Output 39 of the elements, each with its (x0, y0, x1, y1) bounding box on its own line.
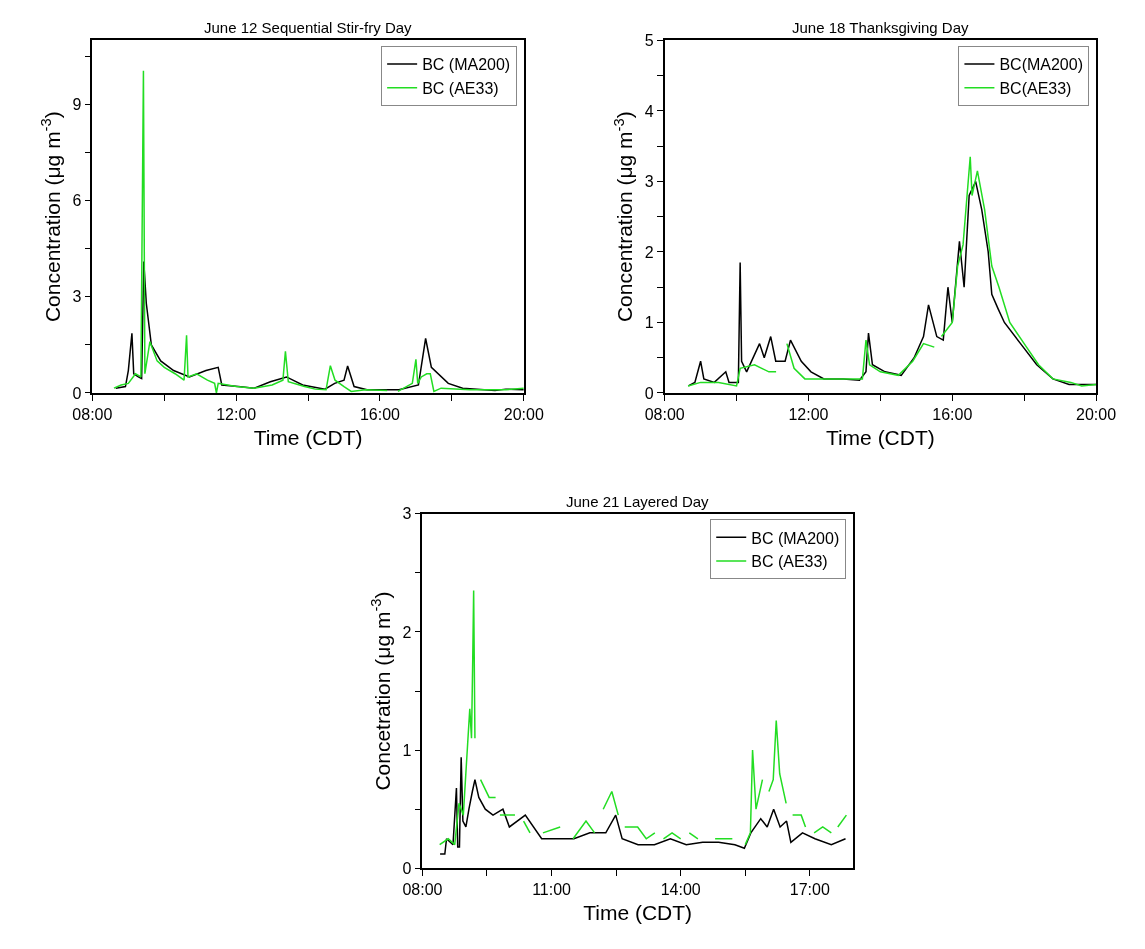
x-tick-label: 16:00 (932, 405, 973, 423)
chart-title: June 18 Thanksgiving Day (792, 19, 969, 36)
y-tick-label: 9 (72, 96, 82, 114)
x-tick-label: 17:00 (789, 881, 830, 899)
y-tick-label: 0 (644, 384, 654, 402)
x-tick-label: 08:00 (72, 405, 113, 423)
x-tick-label: 12:00 (216, 405, 257, 423)
legend-label: BC (MA200) (751, 529, 840, 547)
line-series (439, 756, 847, 855)
y-tick-label: 2 (402, 623, 412, 641)
legend-label: BC (MA200) (422, 56, 511, 74)
y-tick-label: 3 (72, 288, 82, 306)
y-tick-label: 0 (402, 859, 412, 877)
x-tick-label: 12:00 (788, 405, 829, 423)
x-tick-label: 20:00 (1076, 405, 1117, 423)
y-tick-label: 1 (402, 741, 412, 759)
chart-title: June 21 Layered Day (566, 493, 710, 510)
legend-label: BC (AE33) (751, 553, 828, 571)
legend-label: BC(AE33) (999, 79, 1072, 97)
x-tick-label: 16:00 (359, 405, 401, 423)
legend-label: BC(MA200) (999, 56, 1083, 74)
x-tick-label: 08:00 (402, 881, 443, 899)
x-axis-title: Time (CDT) (825, 425, 935, 449)
y-tick-label: 4 (644, 102, 654, 120)
y-tick-label: 3 (644, 173, 654, 191)
y-tick-label: 6 (72, 192, 82, 210)
y-tick-label: 0 (72, 384, 82, 402)
chart-title: June 12 Sequential Stir-fry Day (204, 19, 413, 36)
x-tick-label: 11:00 (532, 881, 572, 899)
x-axis-title: Time (CDT) (583, 900, 693, 924)
x-tick-label: 14:00 (660, 881, 701, 899)
x-axis-title: Time (CDT) (253, 425, 363, 449)
y-tick-label: 2 (644, 243, 654, 261)
y-tick-label: 5 (644, 32, 654, 50)
x-tick-label: 20:00 (503, 405, 544, 423)
y-tick-label: 1 (644, 314, 654, 332)
x-tick-label: 08:00 (644, 405, 685, 423)
y-tick-label: 3 (402, 505, 412, 523)
legend-label: BC (AE33) (422, 79, 499, 97)
